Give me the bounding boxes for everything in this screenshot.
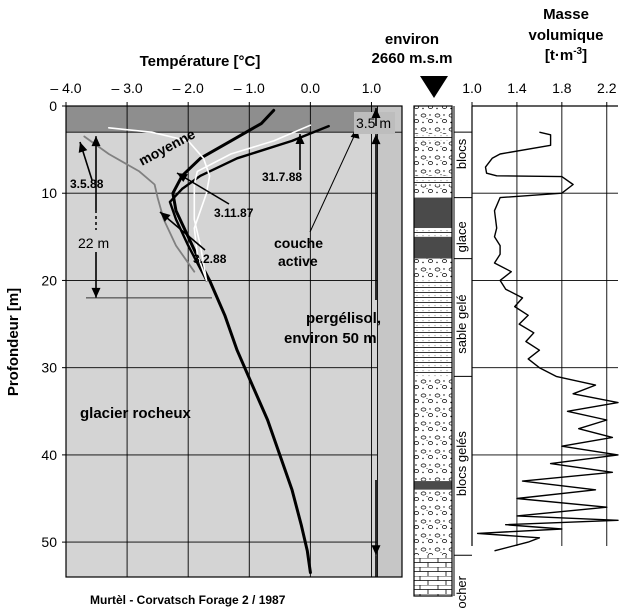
lithology-frame xyxy=(413,105,453,597)
label-31-7-88: 31.7.88 xyxy=(262,170,302,184)
density-x-tick-label: 2.2 xyxy=(597,80,617,96)
site-marker-triangle xyxy=(420,76,448,98)
lithology-column: blocs glace sable gelé blocs gelés rocher xyxy=(413,76,472,608)
density-panel: 1.0 1.4 1.8 2.2 xyxy=(462,80,619,552)
density-x-tick-label: 1.0 xyxy=(462,80,482,96)
x-tick-label: – 3.0 xyxy=(112,80,143,96)
density-x-tick-label: 1.8 xyxy=(552,80,572,96)
arrow-permafrost-down-head xyxy=(371,545,381,556)
x-tick-label: – 1.0 xyxy=(234,80,265,96)
density-series-line xyxy=(476,131,619,552)
lithology-layer xyxy=(414,228,452,237)
density-title-line2: volumique xyxy=(528,27,603,44)
x-tick-label: 1.0 xyxy=(362,80,382,96)
lithology-label-4: rocher xyxy=(454,575,469,608)
arrow-3-2-88-head xyxy=(160,212,171,222)
right-margin-band xyxy=(377,106,402,577)
label-environ-50m: environ 50 m xyxy=(284,330,377,347)
series-3-11-87 xyxy=(193,124,312,282)
label-pergelisol: pergélisol, xyxy=(306,310,381,327)
lithology-layer xyxy=(414,140,452,176)
bracket-22m-down-head xyxy=(91,287,101,298)
y-tick-label: 20 xyxy=(41,272,57,288)
series-3-5-88 xyxy=(83,135,196,273)
arrow-3-11-87-head xyxy=(177,173,188,182)
density-x-tick-label: 1.4 xyxy=(507,80,527,96)
y-tick-label: 40 xyxy=(41,447,57,463)
leader-couche-active xyxy=(309,131,357,233)
lithology-label-1: glace xyxy=(454,221,469,252)
lithology-label-3: blocs gelés xyxy=(454,431,469,497)
y-tick-label: 10 xyxy=(41,185,57,201)
x-tick-label: 0.0 xyxy=(301,80,321,96)
x-tick-label: – 4.0 xyxy=(50,80,81,96)
label-couche: couche xyxy=(274,235,323,251)
label-active: active xyxy=(278,253,318,269)
y-axis-label: Profondeur [m] xyxy=(5,288,22,396)
lithology-layer xyxy=(414,106,452,134)
lithology-label-0: blocs xyxy=(454,138,469,169)
lithology-layer xyxy=(414,555,452,596)
caption: Murtèl - Corvatsch Forage 2 / 1987 xyxy=(90,593,286,607)
lithology-layer xyxy=(414,489,452,556)
lithology-layer xyxy=(414,376,452,482)
lithology-label-2: sable gelé xyxy=(454,294,469,353)
density-title-line1: Masse xyxy=(543,6,589,23)
bracket-22m-up-head xyxy=(91,136,101,147)
arrow-3-5m-up-head xyxy=(371,108,381,118)
arrow-permafrost-up-head xyxy=(371,134,381,145)
plot-frame xyxy=(65,105,403,578)
x-tick-label: – 2.0 xyxy=(173,80,204,96)
label-22m: 22 m xyxy=(78,235,109,251)
y-tick-label: 50 xyxy=(41,534,57,550)
lithology-layer xyxy=(414,481,452,490)
surface-layer-band xyxy=(66,106,402,133)
label-3-5-88: 3.5.88 xyxy=(70,177,104,191)
label-box-3-5m xyxy=(354,112,395,134)
y-tick-label: 0 xyxy=(49,98,57,114)
y-tick-label: 30 xyxy=(41,360,57,376)
litho-header-line2: 2660 m.s.m xyxy=(372,50,453,67)
label-3-5m: 3.5 m xyxy=(356,115,391,131)
density-plot-bg xyxy=(472,106,618,546)
arrow-3-5-88-head xyxy=(78,142,88,153)
litho-header-line1: environ xyxy=(385,31,439,48)
series-31-7-88 xyxy=(168,124,330,282)
density-title-line3: [t·m-3] xyxy=(545,46,587,64)
series-moyenne xyxy=(171,108,312,575)
x-axis-label: Température [°C] xyxy=(140,53,261,70)
label-glacier-rocheux: glacier rocheux xyxy=(80,405,192,422)
lithology-layer xyxy=(414,197,452,229)
lithology-layer xyxy=(414,184,452,198)
label-3-2-88: 3.2.88 xyxy=(193,252,227,266)
lithology-layer xyxy=(414,236,452,259)
lithology-layer xyxy=(414,258,452,281)
arrow-31-7-88-head xyxy=(295,134,305,144)
lithology-layer xyxy=(414,175,452,185)
lithology-layer xyxy=(414,133,452,141)
label-3-11-87: 3.11.87 xyxy=(214,206,254,220)
arrow-3-11-87 xyxy=(176,172,230,205)
lithology-layer xyxy=(414,280,452,377)
